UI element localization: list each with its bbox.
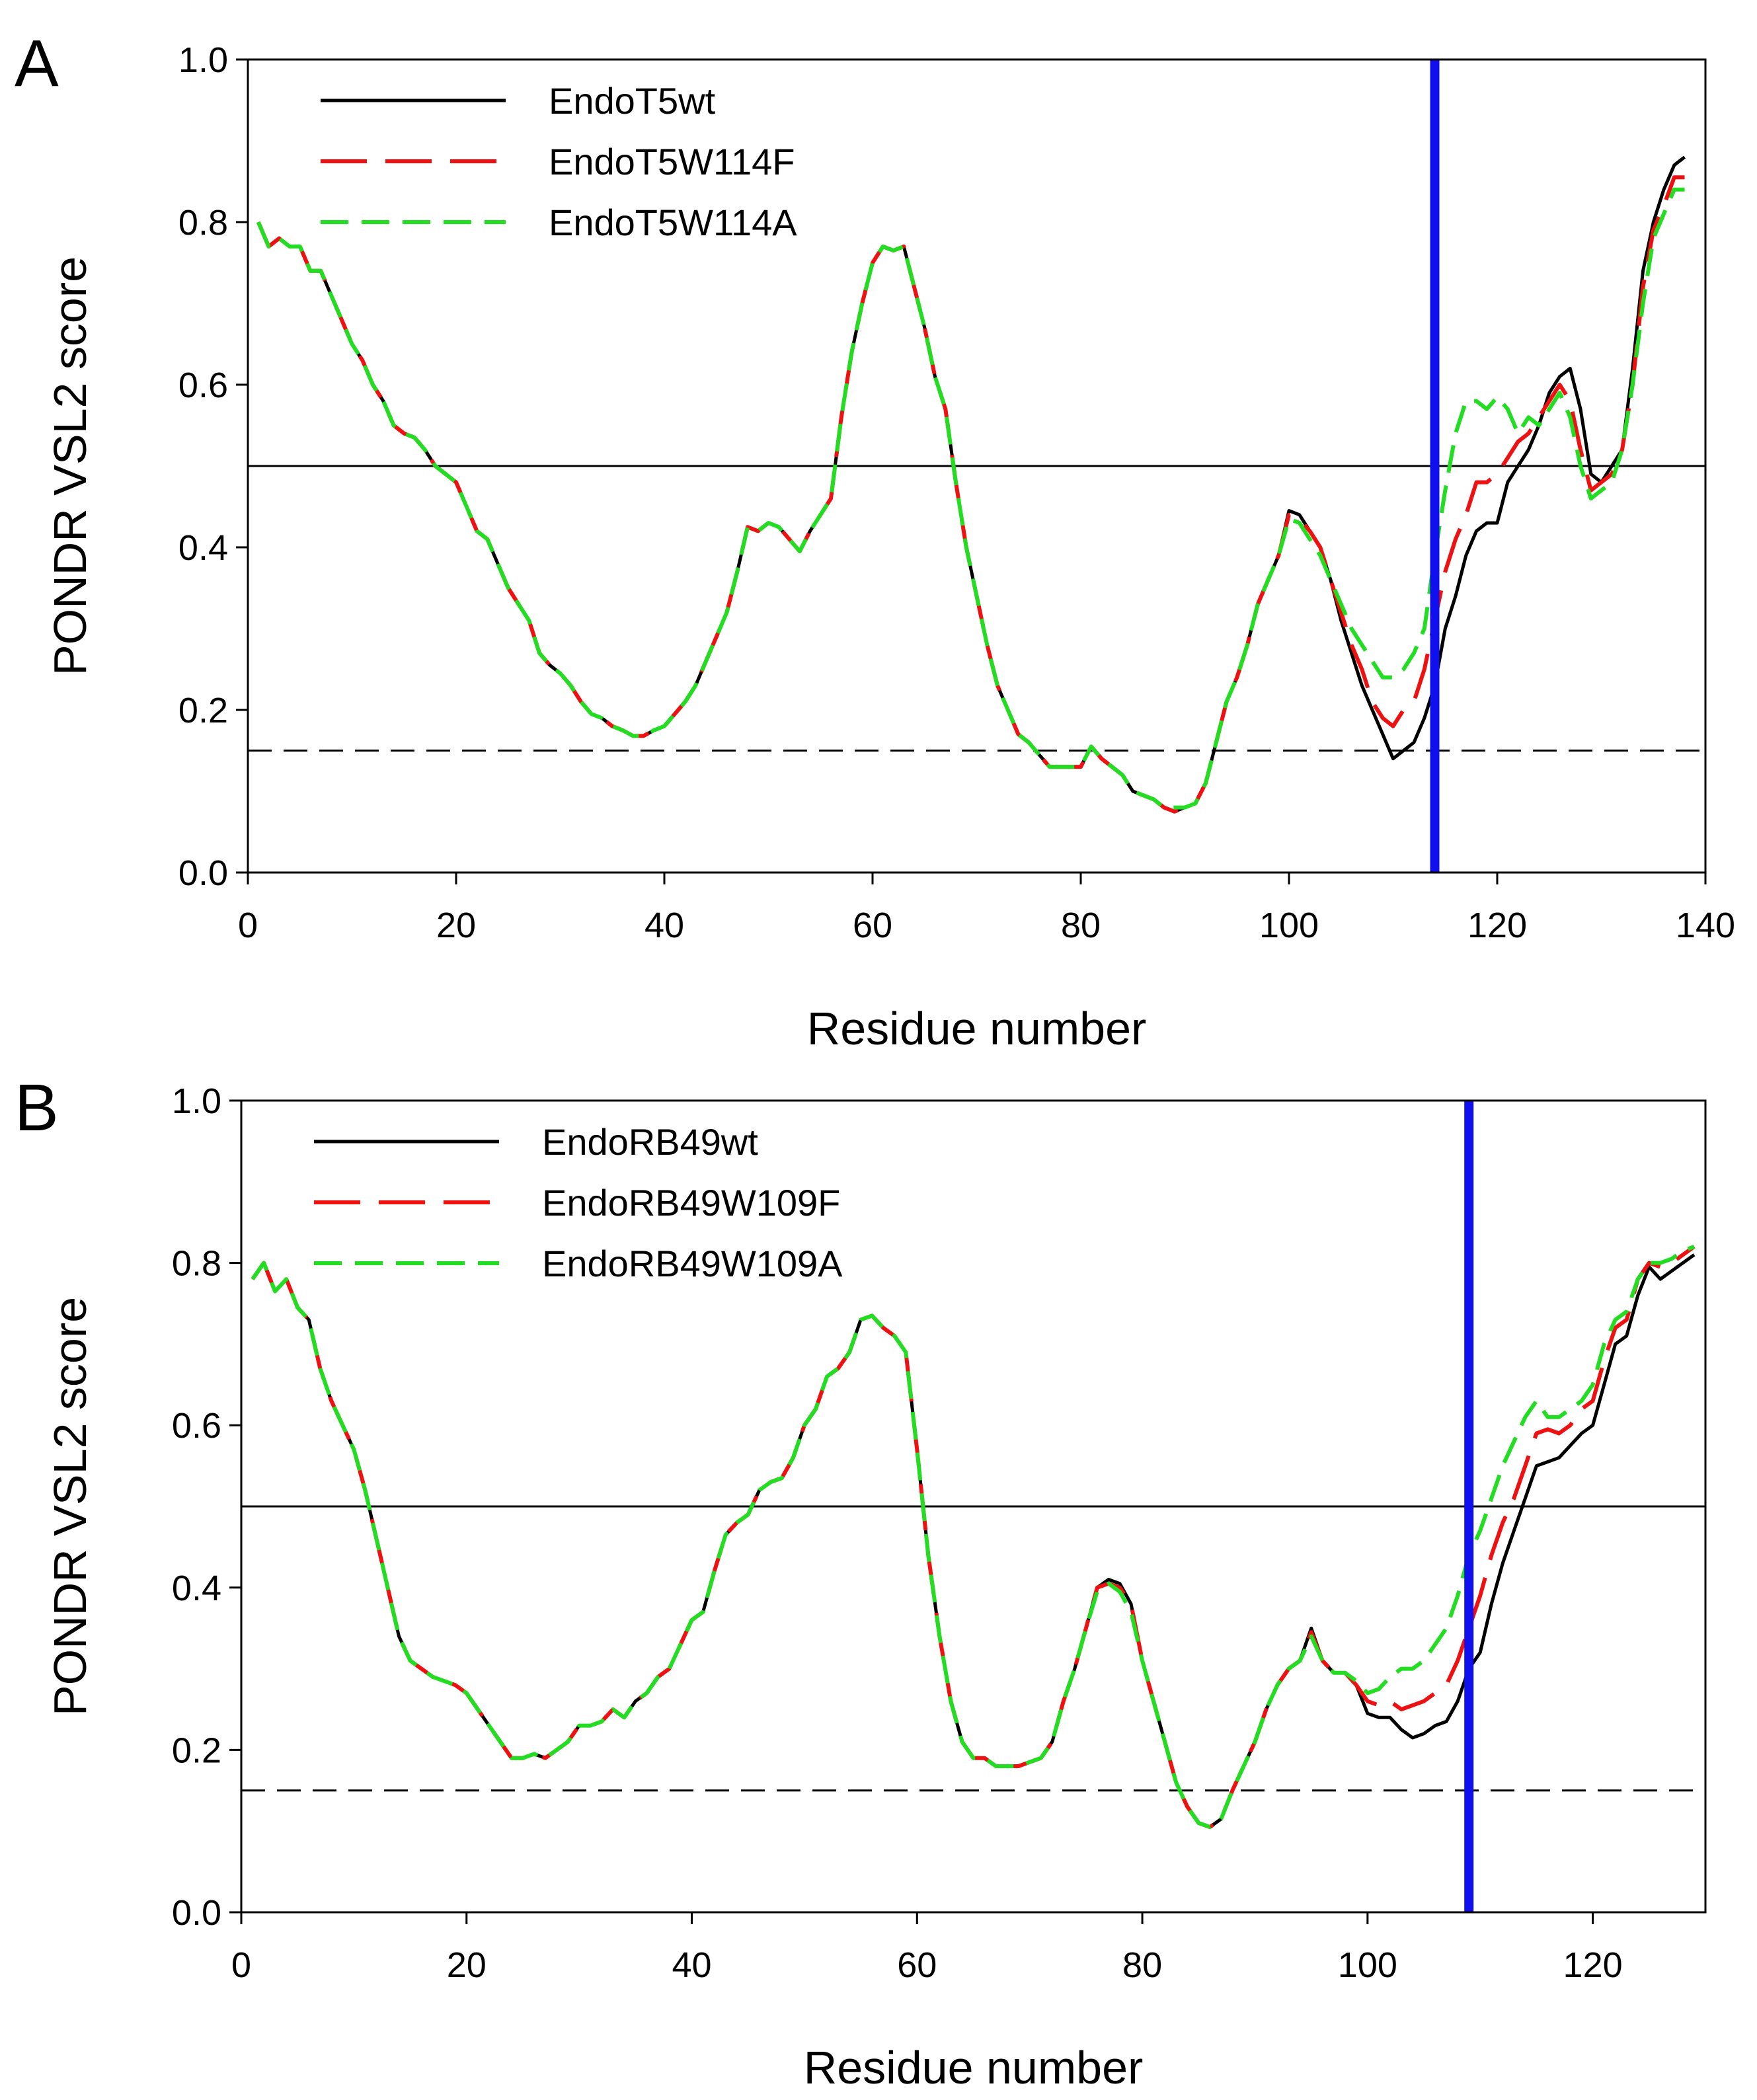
plot-frame <box>240 1099 1707 1914</box>
x-tick-label: 140 <box>1676 906 1735 945</box>
y-tick-label: 0.4 <box>172 1569 221 1608</box>
y-tick-label: 0.2 <box>172 1731 221 1770</box>
plot-frame <box>247 58 1707 874</box>
y-tick-label: 1.0 <box>178 40 228 80</box>
legend-label-endot5w114f: EndoT5W114F <box>549 141 795 182</box>
x-tick-label: 60 <box>897 1945 937 1985</box>
legend-label-endorb49wt: EndoRB49wt <box>542 1121 758 1163</box>
x-tick-label: 120 <box>1563 1945 1623 1985</box>
x-tick-label: 100 <box>1259 906 1319 945</box>
y-tick-label: 0.6 <box>178 366 228 405</box>
y-axis-title: PONDR VSL2 score <box>44 256 96 676</box>
legend-label-endot5wt: EndoT5wt <box>549 80 716 122</box>
panel-b: B 0 20 40 60 80 100 120 0.0 0.2 0.4 0.6 0.8 1.0 Residu… <box>15 1071 1707 2093</box>
y-tick-label: 1.0 <box>172 1081 221 1121</box>
legend-label-endot5w114a: EndoT5W114A <box>549 202 797 243</box>
x-tick-label: 40 <box>644 906 684 945</box>
y-tick-label: 0.8 <box>178 203 228 243</box>
x-tick-label: 60 <box>853 906 892 945</box>
x-axis-title: Residue number <box>804 2042 1144 2093</box>
x-tick-label: 0 <box>231 1945 251 1985</box>
x-tick-label: 100 <box>1338 1945 1397 1985</box>
panel-letter: B <box>15 1071 59 1145</box>
legend-label-endorb49w109f: EndoRB49W109F <box>542 1182 840 1224</box>
x-tick-label: 80 <box>1061 906 1101 945</box>
legend: EndoRB49wt EndoRB49W109F EndoRB49W109A <box>314 1121 843 1284</box>
y-tick-label: 0.6 <box>172 1406 221 1446</box>
legend-label-endorb49w109a: EndoRB49W109A <box>542 1243 843 1284</box>
y-tick-label: 0.4 <box>178 528 228 568</box>
x-axis-title: Residue number <box>807 1003 1147 1054</box>
legend: EndoT5wt EndoT5W114F EndoT5W114A <box>321 80 797 243</box>
x-tick-label: 40 <box>672 1945 711 1985</box>
y-tick-label: 0.2 <box>178 691 228 730</box>
series-line-endorb49w109a <box>251 1245 1696 1830</box>
x-tick-label: 20 <box>447 1945 487 1985</box>
series-line-endot5w114f <box>256 175 1685 814</box>
panel-a: A 0 20 40 60 80 100 120 140 0.0 0.2 0.4 0.6 0.8 1.0 Res… <box>15 26 1735 1054</box>
panel-letter: A <box>15 26 59 100</box>
x-tick-label: 80 <box>1122 1945 1162 1985</box>
y-tick-label: 0.8 <box>172 1244 221 1284</box>
x-tick-label: 120 <box>1467 906 1527 945</box>
x-tick-label: 20 <box>436 906 476 945</box>
y-axis-title: PONDR VSL2 score <box>44 1297 96 1716</box>
x-tick-label: 0 <box>238 906 258 945</box>
y-tick-label: 0.0 <box>172 1893 221 1933</box>
series-line-endorb49wt <box>251 1253 1696 1829</box>
y-tick-label: 0.0 <box>178 853 228 893</box>
series-line-endot5wt <box>256 155 1686 814</box>
